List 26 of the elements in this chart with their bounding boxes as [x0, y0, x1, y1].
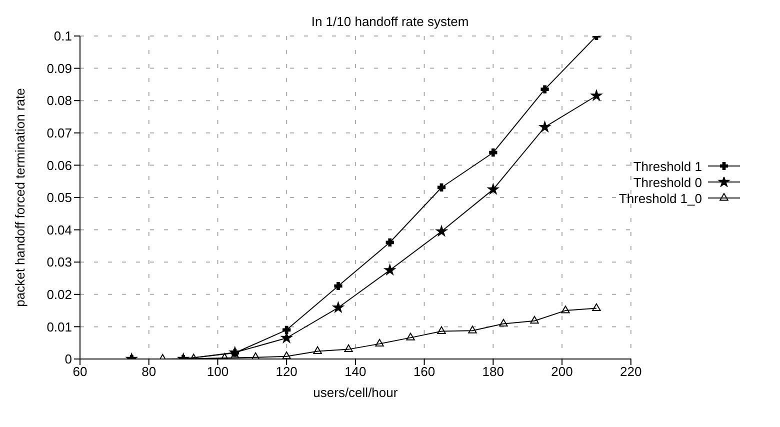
x-tick-label: 80: [142, 364, 156, 380]
y-tick-label: 0.04: [46, 222, 72, 238]
y-axis-title: packet handoff forced termination rate: [12, 88, 28, 307]
y-tick-label: 0.05: [46, 190, 72, 206]
legend-label: Threshold 1_0: [618, 190, 702, 206]
legend-label: Threshold 1: [633, 158, 702, 174]
x-tick-label: 160: [413, 364, 436, 380]
y-tick-label: 0.09: [46, 60, 72, 76]
x-tick-label: 180: [482, 364, 504, 380]
y-tick-label: 0.03: [46, 254, 72, 270]
x-tick-label: 220: [620, 364, 642, 380]
x-tick-label: 200: [551, 364, 573, 380]
x-tick-label: 60: [72, 364, 88, 380]
x-tick-label: 100: [206, 364, 229, 380]
y-tick-label: 0.08: [46, 93, 72, 108]
y-tick-label: 0.1: [54, 28, 72, 44]
y-tick-label: 0.06: [46, 158, 72, 173]
x-tick-label: 140: [344, 364, 366, 380]
y-tick-label: 0: [64, 352, 72, 367]
x-tick-label: 120: [276, 364, 298, 380]
chart-title: In 1/10 handoff rate system: [310, 14, 470, 29]
x-axis-title: users/cell/hour: [313, 385, 398, 400]
y-tick-label: 0.07: [46, 126, 72, 141]
legend-label: Threshold 0: [633, 174, 702, 190]
y-tick-label: 0.01: [46, 319, 72, 334]
y-tick-label: 0.02: [46, 287, 72, 302]
